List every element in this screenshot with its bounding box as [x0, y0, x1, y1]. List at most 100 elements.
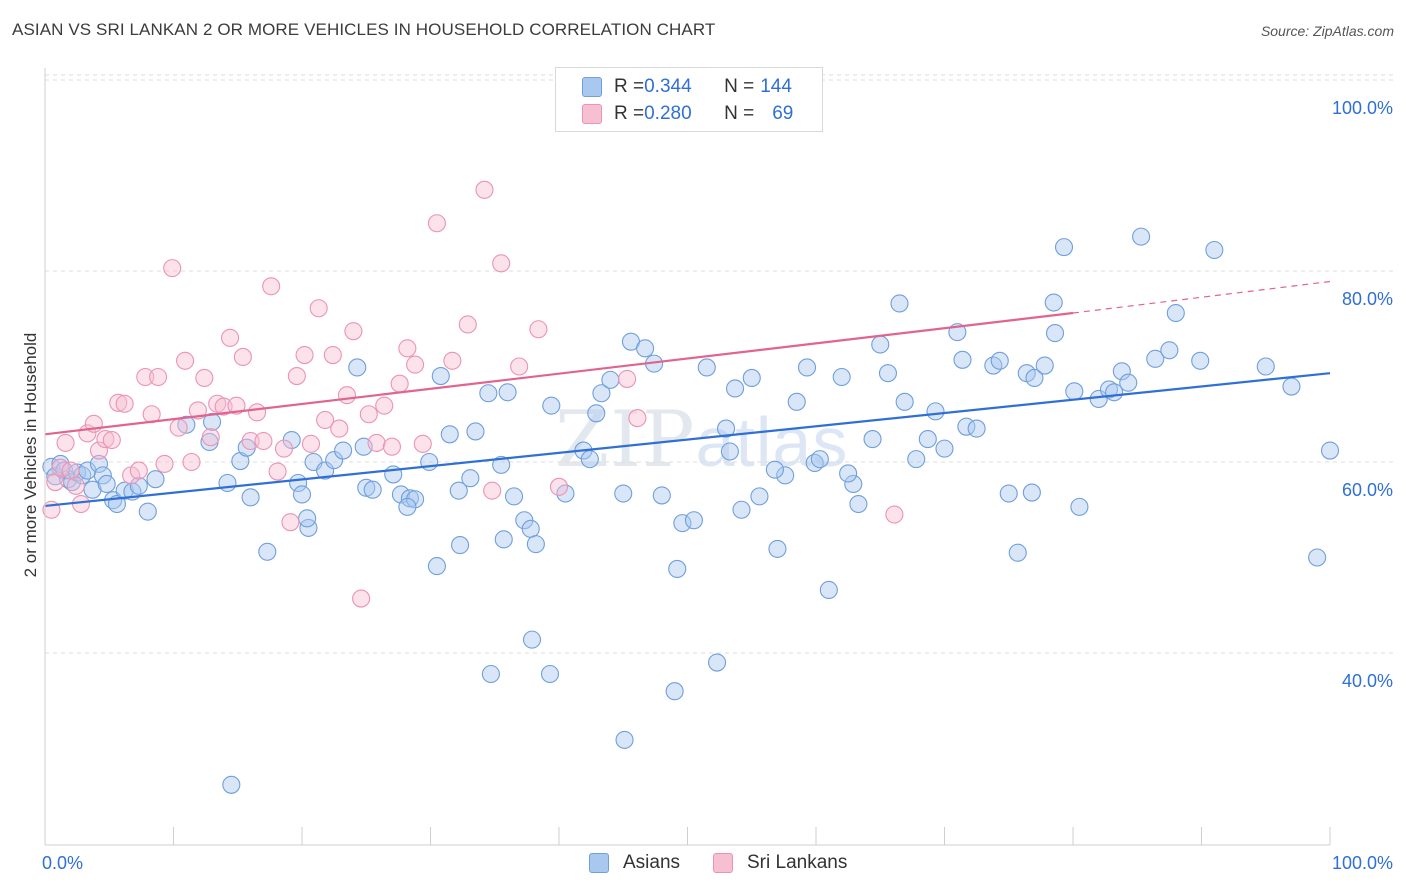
srilankans-point	[359, 405, 378, 424]
srilankans-point	[367, 433, 386, 452]
asians-point	[878, 364, 898, 383]
srilankans-point	[483, 481, 502, 500]
asians-point	[1256, 357, 1275, 376]
srilankans-point	[323, 345, 342, 365]
srilankans-r-label: R =	[614, 103, 645, 124]
asians-point	[466, 422, 485, 441]
chart-title: ASIAN VS SRI LANKAN 2 OR MORE VEHICLES I…	[12, 20, 716, 39]
asians-point	[1035, 356, 1054, 375]
srilankans-point	[254, 431, 273, 451]
srilankans-point	[309, 299, 328, 318]
srilankans-n-label: N =	[724, 103, 755, 124]
legend-item-srilankans[interactable]: Sri Lankans	[713, 852, 847, 874]
srilankans-n-value: 69	[772, 103, 794, 124]
asians-point	[1160, 341, 1179, 360]
asians-point	[765, 460, 784, 479]
srilankans-legend-swatch	[713, 853, 733, 873]
srilankans-point	[136, 367, 155, 387]
asians-point	[776, 466, 795, 485]
asians-point	[999, 484, 1018, 503]
asians-point	[580, 450, 599, 469]
srilankans-point	[375, 396, 394, 415]
asians-point	[498, 383, 517, 402]
asians-point	[298, 509, 317, 528]
srilankans-trendline-extension	[1072, 280, 1331, 314]
asians-point	[1065, 382, 1084, 401]
srilankans-point	[510, 357, 529, 376]
source-credit: Source: ZipAtlas.com	[1260, 23, 1394, 39]
asians-point	[479, 384, 498, 403]
asians-point	[1119, 373, 1138, 392]
asians-point	[1070, 497, 1089, 516]
srilankans-point	[66, 476, 85, 495]
srilankans-point	[201, 428, 220, 447]
srilankans-point	[281, 513, 300, 532]
srilankans-point	[475, 180, 494, 199]
y-tick-label: 80.0%	[1342, 289, 1393, 309]
asians-point	[787, 392, 806, 411]
asians-point	[241, 488, 260, 507]
asians-point	[849, 494, 868, 514]
srilankans-point	[195, 368, 214, 388]
x-tick-label: 100.0%	[1332, 853, 1393, 873]
srilankans-point	[344, 322, 363, 341]
srilankans-point	[618, 369, 637, 388]
stats-legend-row-asians: R = 0.344 N = 144	[582, 75, 792, 99]
asians-point	[819, 580, 838, 600]
asians-point	[222, 775, 241, 794]
asians-point	[918, 430, 937, 449]
asians-point	[316, 461, 335, 480]
asians-point	[1320, 441, 1340, 460]
asians-point	[542, 396, 561, 415]
asians-point	[89, 454, 109, 473]
asians-point	[431, 366, 450, 386]
srilankans-point	[295, 345, 314, 365]
asians-point	[427, 557, 446, 576]
asians-point	[697, 358, 716, 377]
srilankans-point	[382, 437, 402, 456]
asians-point	[967, 419, 986, 438]
asians-point	[97, 474, 116, 494]
asians-point	[708, 653, 727, 672]
srilankans-point	[301, 434, 321, 453]
srilankans-point	[155, 454, 174, 473]
srilankans-point	[413, 434, 432, 453]
asians-point	[601, 370, 620, 389]
asians-point	[750, 487, 769, 506]
watermark-zip: ZIP	[555, 395, 696, 485]
legend-item-asians[interactable]: Asians	[589, 852, 680, 874]
asians-point	[363, 480, 382, 499]
asians-point	[926, 402, 945, 421]
asians-point	[1044, 293, 1063, 312]
asians-point	[292, 485, 312, 504]
asians-point	[668, 559, 687, 579]
asians-point	[526, 535, 545, 554]
asians-point	[716, 419, 736, 438]
asians-legend-swatch	[589, 853, 609, 873]
srilankans-point	[549, 477, 569, 496]
asians-point	[665, 682, 684, 701]
asians-point	[636, 339, 655, 358]
srilankans-point	[492, 254, 511, 273]
asians-point	[556, 484, 575, 503]
asians-point	[494, 530, 513, 549]
srilankans-point	[885, 505, 904, 524]
asians-point	[844, 474, 863, 494]
asians-point	[673, 514, 692, 533]
asians-point	[203, 412, 222, 431]
asians-point	[1112, 362, 1131, 381]
asians-point	[890, 294, 909, 313]
asians-point	[492, 455, 511, 474]
asians-point	[720, 442, 739, 461]
srilankans-point	[96, 430, 115, 449]
asians-point	[146, 470, 165, 489]
asians-point	[871, 335, 890, 354]
y-tick-label: 100.0%	[1332, 98, 1393, 118]
asians-point	[522, 630, 542, 649]
asians-point	[521, 519, 540, 538]
asians-point	[93, 466, 112, 485]
asians-legend-label: Asians	[623, 852, 681, 873]
srilankans-point	[241, 431, 260, 451]
srilankans-point	[129, 461, 148, 480]
